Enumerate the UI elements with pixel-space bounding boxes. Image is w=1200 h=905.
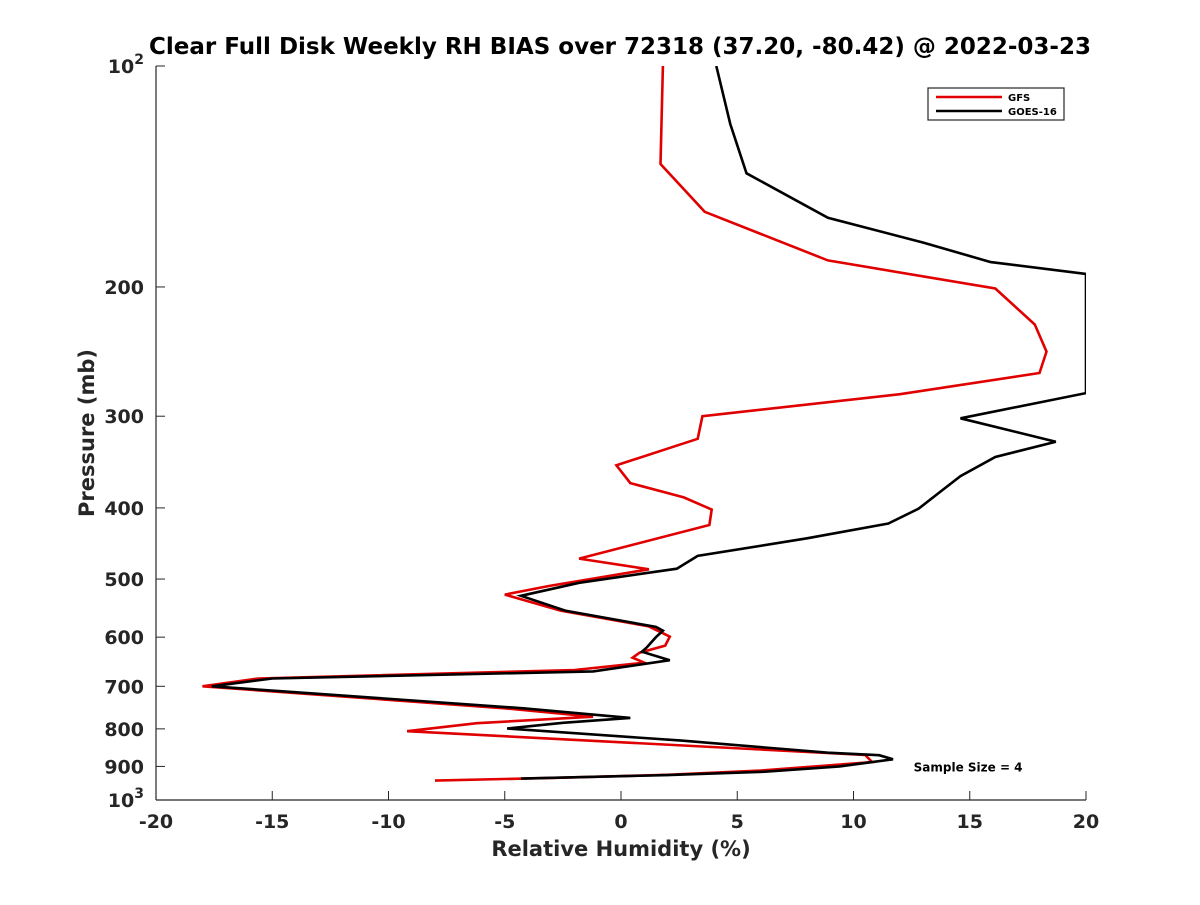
- y-tick-label: 800: [104, 719, 144, 741]
- y-tick-label: 700: [104, 676, 144, 698]
- x-tick-label: -10: [371, 811, 405, 833]
- legend-box: [927, 87, 1065, 121]
- series-line-gfs: [202, 66, 1048, 782]
- x-tick-label: 5: [731, 811, 744, 833]
- legend-label: GFS: [1008, 93, 1030, 104]
- y-tick-label-exponent: 3: [134, 786, 144, 802]
- y-tick-label-exponent: 2: [134, 52, 144, 68]
- x-tick-label: 20: [1073, 811, 1099, 833]
- x-tick-label: 15: [957, 811, 983, 833]
- x-tick-label: -15: [255, 811, 289, 833]
- x-tick-label: -5: [494, 811, 515, 833]
- y-tick-label: 300: [104, 406, 144, 428]
- x-tick-label: -20: [139, 811, 173, 833]
- y-tick-label-base: 10: [108, 790, 134, 812]
- chart-title: Clear Full Disk Weekly RH BIAS over 7231…: [149, 34, 1091, 60]
- y-tick-label: 900: [104, 756, 144, 778]
- legend-label: GOES-16: [1008, 107, 1057, 118]
- y-axis-label: Pressure (mb): [75, 349, 99, 517]
- legend: GFS GOES-16: [927, 87, 1065, 121]
- y-tick-label: 200: [104, 277, 144, 299]
- y-tick-label: 500: [104, 569, 144, 591]
- series-line-goes-16: [211, 66, 1086, 780]
- y-tick-label: 400: [104, 498, 144, 520]
- plot-area: -20 -15 -10 -5 0 5 10 15 20102200300400500600700…: [104, 52, 1099, 833]
- x-tick-label: 0: [614, 811, 627, 833]
- y-tick-label: 103: [108, 786, 144, 812]
- y-tick-label: 600: [104, 627, 144, 649]
- x-tick-label: 10: [840, 811, 866, 833]
- sample-size-annotation: Sample Size = 4: [914, 760, 1023, 774]
- y-tick-label: 102: [108, 52, 144, 78]
- x-axis-label: Relative Humidity (%): [491, 837, 750, 861]
- y-tick-label-base: 10: [108, 56, 134, 78]
